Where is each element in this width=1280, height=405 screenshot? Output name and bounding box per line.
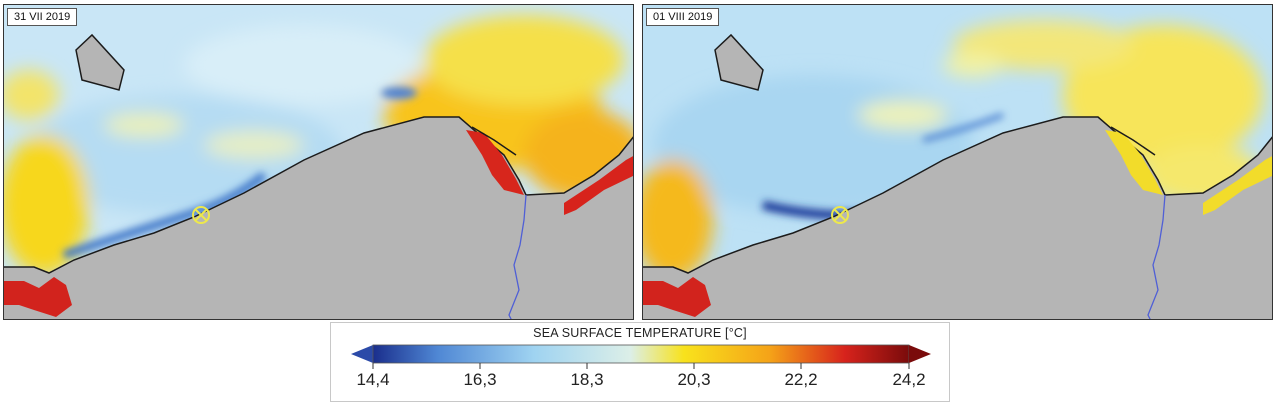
lagoon-east	[1203, 156, 1272, 215]
colorbar-min-arrow	[351, 345, 373, 363]
spit	[471, 126, 517, 156]
map-panel-right: 01 VIII 2019	[642, 4, 1273, 320]
date-label: 31 VII 2019	[7, 8, 78, 26]
island	[714, 33, 764, 91]
colorbar-max-arrow	[909, 345, 931, 363]
lagoon-west	[643, 277, 711, 317]
lagoon-west	[4, 277, 72, 317]
sst-map-right	[643, 5, 1272, 319]
tick-label-16-3: 16,3	[463, 370, 497, 389]
tick-label-20-3: 20,3	[677, 370, 711, 389]
tick-label-14-4: 14,4	[356, 370, 390, 389]
tick-label-24-2: 24,2	[892, 370, 926, 389]
lagoon-east	[564, 156, 633, 215]
colorbar-legend: SEA SURFACE TEMPERATURE [°C] 14,4 16,3 1…	[330, 322, 950, 402]
colorbar-title: SEA SURFACE TEMPERATURE [°C]	[533, 326, 747, 340]
colorbar-scale	[351, 344, 931, 369]
map-panel-left: 31 VII 2019	[3, 4, 634, 320]
date-label: 01 VIII 2019	[646, 8, 720, 26]
tick-label-22-2: 22,2	[784, 370, 818, 389]
land-mass	[643, 117, 1272, 319]
sst-map-left	[4, 5, 633, 319]
lagoon-bay	[466, 130, 524, 195]
river	[1147, 194, 1166, 319]
river	[508, 194, 527, 319]
land-mass	[4, 117, 633, 319]
island	[75, 33, 125, 91]
lagoon-bay	[1105, 130, 1163, 195]
coastline	[643, 116, 1272, 274]
tick-label-18-3: 18,3	[570, 370, 604, 389]
colorbar-gradient	[372, 344, 910, 364]
station-marker	[831, 206, 849, 224]
coastline	[4, 116, 633, 274]
station-marker	[192, 206, 210, 224]
spit	[1110, 126, 1156, 156]
